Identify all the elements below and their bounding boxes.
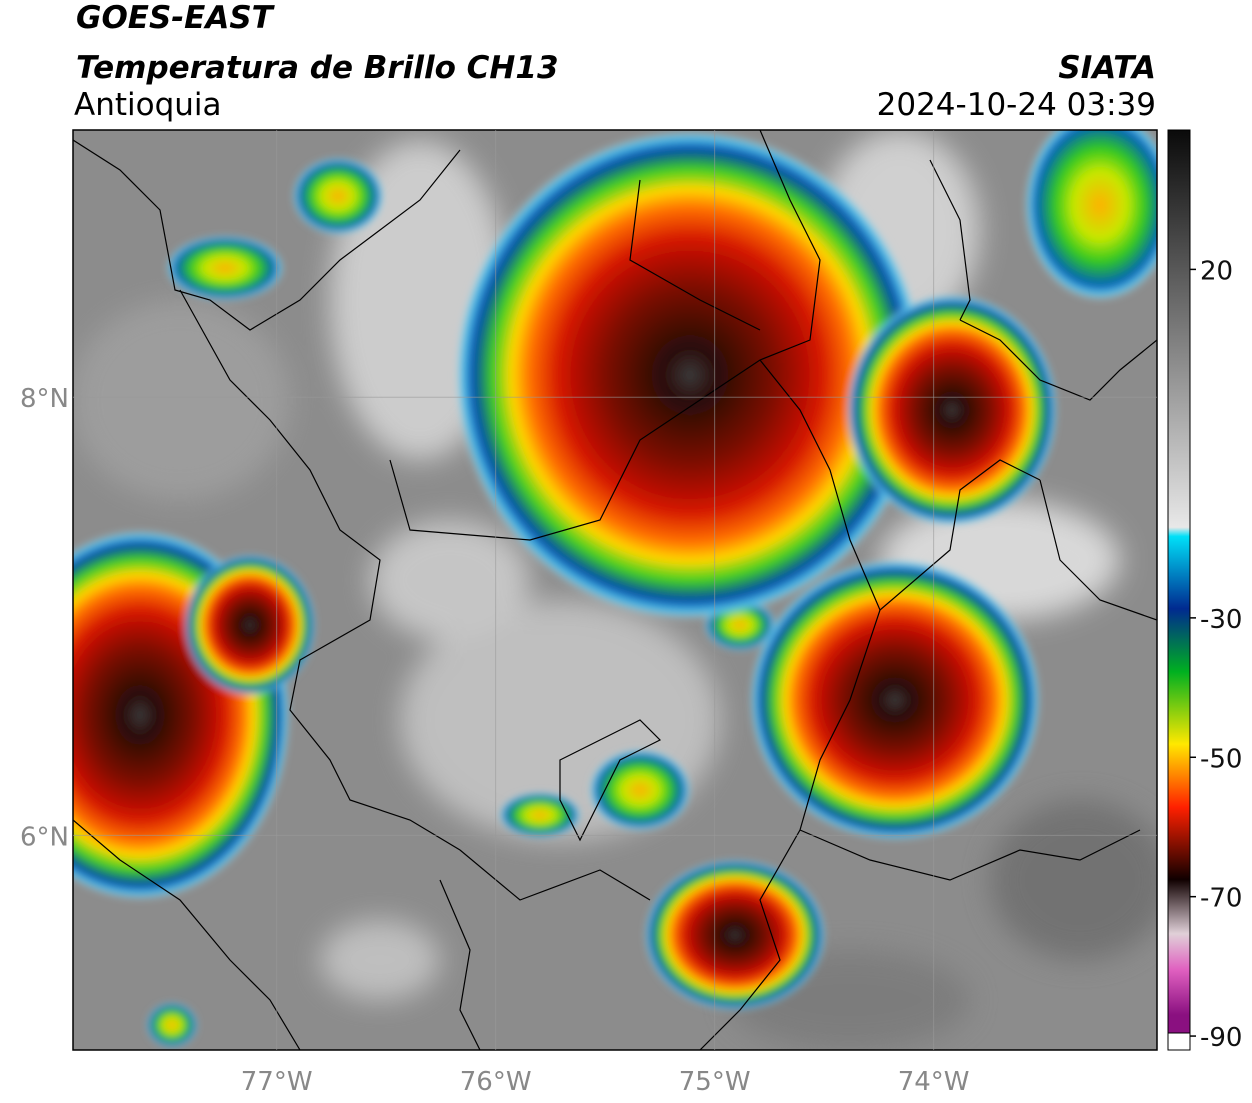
lon-label: 76°W	[460, 1067, 532, 1097]
datetime: 2024-10-24 03:39	[877, 87, 1156, 123]
lon-label: 75°W	[679, 1067, 751, 1097]
product-title: Temperatura de Brillo CH13	[76, 50, 559, 86]
colorbar-under	[1167, 1032, 1191, 1051]
colorbar-label: 20	[1200, 256, 1233, 286]
colorbar-label: -70	[1200, 884, 1242, 914]
colorbar-label: -90	[1200, 1023, 1242, 1053]
source-title: SIATA	[1058, 50, 1156, 86]
lat-label: 8°N	[20, 384, 69, 414]
colorbar-frame	[1167, 129, 1191, 1051]
colorbar-label: -30	[1200, 605, 1242, 635]
satellite-title: GOES-EAST	[76, 0, 276, 36]
boundaries	[73, 130, 1157, 1050]
lon-label: 74°W	[898, 1067, 970, 1097]
lat-label: 6°N	[20, 822, 69, 852]
colorbar-label: -50	[1200, 744, 1242, 774]
colorbar-fill	[1168, 130, 1190, 1033]
map-image	[73, 130, 1157, 1050]
map-frame	[72, 129, 1158, 1051]
region-title: Antioquia	[74, 87, 222, 123]
colorbar	[1167, 129, 1191, 1051]
lon-label: 77°W	[241, 1067, 313, 1097]
